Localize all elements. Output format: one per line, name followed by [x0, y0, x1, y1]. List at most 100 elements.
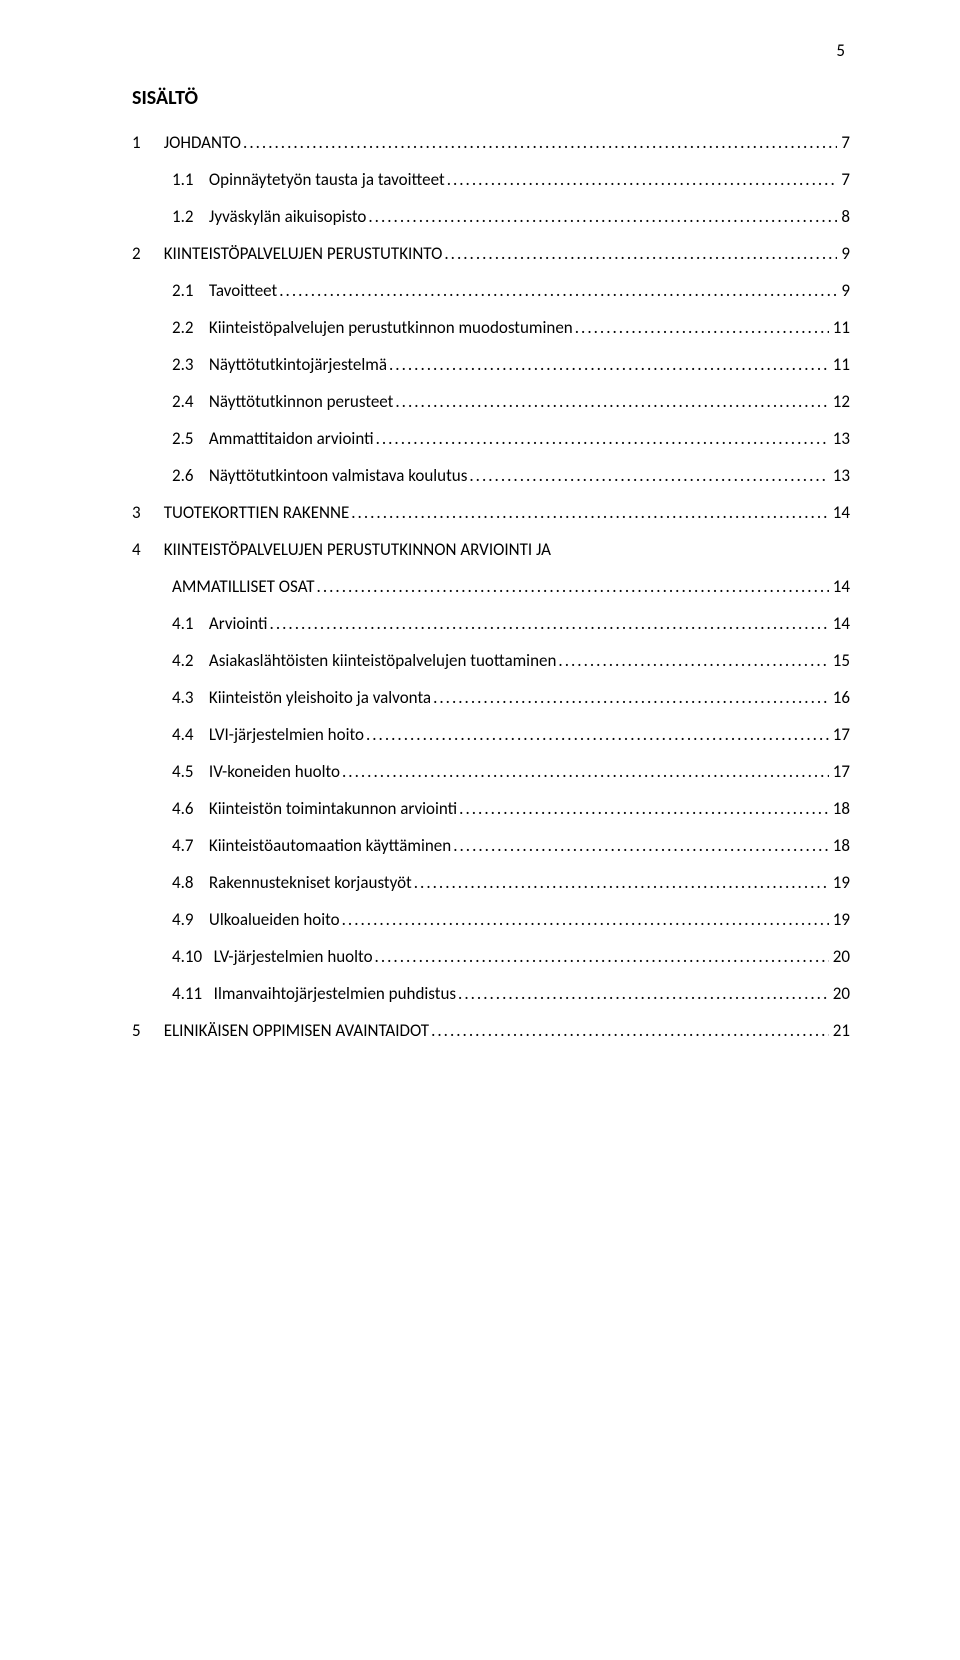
toc-entry: 4.10 LV-järjestelmien huolto............… [132, 948, 850, 965]
toc-entry-label: Kiinteistöpalvelujen perustutkinnon muod… [209, 319, 575, 336]
toc-entry-page: 9 [837, 245, 850, 262]
toc-title: SISÄLTÖ [132, 86, 850, 110]
toc-entry-number: 4.2 [172, 652, 209, 669]
toc-entry-label: ELINIKÄISEN OPPIMISEN AVAINTAIDOT [164, 1022, 431, 1039]
toc-entry-label: Asiakaslähtöisten kiinteistöpalvelujen t… [209, 652, 559, 669]
toc-entry-number: 4.8 [172, 874, 209, 891]
page-number-top: 5 [836, 40, 845, 61]
toc-entry-page: 17 [829, 726, 850, 743]
toc-entry: 2.3 Näyttötutkintojärjestelmä...........… [132, 356, 850, 373]
toc-entry-page: 12 [829, 393, 850, 410]
toc-entry: 2.5 Ammattitaidon arviointi.............… [132, 430, 850, 447]
toc-entry-number: 4.4 [172, 726, 209, 743]
toc-entry: 4.5 IV-koneiden huolto..................… [132, 763, 850, 780]
toc-entry-label: TUOTEKORTTIEN RAKENNE [164, 504, 352, 521]
toc-leader: ........................................… [453, 837, 829, 854]
toc-entry: 4.8 Rakennustekniset korjaustyöt........… [132, 874, 850, 891]
toc-entry: 4.6 Kiinteistön toimintakunnon arviointi… [132, 800, 850, 817]
toc-entry-label: Kiinteistön yleishoito ja valvonta [209, 689, 433, 706]
toc-entry-number: 4.3 [172, 689, 209, 706]
document-page: 5 SISÄLTÖ 1 JOHDANTO....................… [0, 0, 960, 1139]
toc-entry-number: 2.6 [172, 467, 209, 484]
toc-entry-page: 7 [837, 171, 850, 188]
toc-entry-page: 11 [829, 319, 850, 336]
toc-entry: 4.3 Kiinteistön yleishoito ja valvonta..… [132, 689, 850, 706]
toc-leader: ........................................… [375, 948, 829, 965]
toc-leader: ........................................… [279, 282, 837, 299]
toc-leader: ........................................… [270, 615, 829, 632]
toc-entry-label: AMMATILLISET OSAT [172, 578, 317, 595]
toc-entry-page: 15 [829, 652, 850, 669]
toc-entry-label: KIINTEISTÖPALVELUJEN PERUSTUTKINNON ARVI… [164, 541, 553, 558]
toc-entry-label: KIINTEISTÖPALVELUJEN PERUSTUTKINTO [164, 245, 445, 262]
toc-leader: ........................................… [575, 319, 829, 336]
toc-entry-number: 2.3 [172, 356, 209, 373]
toc-leader: ........................................… [317, 578, 829, 595]
toc-leader: ........................................… [469, 467, 828, 484]
toc-entry-page: 13 [829, 430, 850, 447]
toc-entry-label: Opinnäytetyön tausta ja tavoitteet [209, 171, 447, 188]
toc-entry-page: 13 [829, 467, 850, 484]
toc-leader: ........................................… [447, 171, 838, 188]
toc-entry-number: 2.4 [172, 393, 209, 410]
toc-leader: ........................................… [458, 985, 829, 1002]
toc-leader: ........................................… [459, 800, 829, 817]
toc-leader: ........................................… [376, 430, 829, 447]
toc-entry-label: Kiinteistön toimintakunnon arviointi [209, 800, 459, 817]
toc-entry: 2.6 Näyttötutkintoon valmistava koulutus… [132, 467, 850, 484]
toc-entry-page: 11 [829, 356, 850, 373]
toc-list: 1 JOHDANTO..............................… [132, 134, 850, 1039]
toc-entry-label: Rakennustekniset korjaustyöt [209, 874, 414, 891]
toc-entry-page: 9 [837, 282, 850, 299]
toc-entry-number: 1 [132, 134, 164, 151]
toc-entry: 1.1 Opinnäytetyön tausta ja tavoitteet..… [132, 171, 850, 188]
toc-entry-page: 19 [829, 874, 850, 891]
toc-entry-page: 20 [829, 948, 850, 965]
toc-entry-label: Tavoitteet [209, 282, 279, 299]
toc-entry-label: Näyttötutkinnon perusteet [209, 393, 395, 410]
toc-leader: ........................................… [431, 1022, 829, 1039]
toc-entry-number: 5 [132, 1022, 164, 1039]
toc-entry-label: Ulkoalueiden hoito [209, 911, 342, 928]
toc-leader: ........................................… [395, 393, 828, 410]
toc-entry-number: 2.1 [172, 282, 209, 299]
toc-entry-label: Näyttötutkintoon valmistava koulutus [209, 467, 469, 484]
toc-entry-number: 3 [132, 504, 164, 521]
toc-entry: 2.2 Kiinteistöpalvelujen perustutkinnon … [132, 319, 850, 336]
toc-leader: ........................................… [558, 652, 828, 669]
toc-entry-label: Näyttötutkintojärjestelmä [209, 356, 389, 373]
toc-leader: ........................................… [444, 245, 837, 262]
toc-entry: 4.7 Kiinteistöautomaation käyttäminen...… [132, 837, 850, 854]
toc-entry-number: 1.1 [172, 171, 209, 188]
toc-leader: ........................................… [342, 763, 829, 780]
toc-leader: ........................................… [368, 208, 837, 225]
toc-leader: ........................................… [351, 504, 829, 521]
toc-entry-page: 17 [829, 763, 850, 780]
toc-entry: 5 ELINIKÄISEN OPPIMISEN AVAINTAIDOT.....… [132, 1022, 850, 1039]
toc-entry-label: Arviointi [209, 615, 270, 632]
toc-entry: 1.2 Jyväskylän aikuisopisto.............… [132, 208, 850, 225]
toc-entry: 3 TUOTEKORTTIEN RAKENNE.................… [132, 504, 850, 521]
toc-entry-label: Kiinteistöautomaation käyttäminen [209, 837, 453, 854]
toc-entry-number: 2.2 [172, 319, 209, 336]
toc-entry-page: 19 [829, 911, 850, 928]
toc-leader: ........................................… [342, 911, 829, 928]
toc-entry-label: JOHDANTO [164, 134, 243, 151]
toc-entry-page: 14 [829, 615, 850, 632]
toc-entry-page: 18 [829, 800, 850, 817]
toc-entry-page: 14 [829, 578, 850, 595]
toc-entry-label: Ilmanvaihtojärjestelmien puhdistus [214, 985, 458, 1002]
toc-entry-number: 4.5 [172, 763, 209, 780]
toc-entry-page: 8 [837, 208, 850, 225]
toc-entry-number: 4 [132, 541, 164, 558]
toc-entry-label: Ammattitaidon arviointi [209, 430, 376, 447]
toc-entry-number: 4.11 [172, 985, 214, 1002]
toc-entry-number: 4.7 [172, 837, 209, 854]
toc-entry: 4.2 Asiakaslähtöisten kiinteistöpalveluj… [132, 652, 850, 669]
toc-entry: 2.4 Näyttötutkinnon perusteet...........… [132, 393, 850, 410]
toc-entry-number: 1.2 [172, 208, 209, 225]
toc-entry-label: IV-koneiden huolto [209, 763, 342, 780]
toc-entry: 4.11 Ilmanvaihtojärjestelmien puhdistus.… [132, 985, 850, 1002]
toc-entry: 4.9 Ulkoalueiden hoito..................… [132, 911, 850, 928]
toc-leader: ........................................… [243, 134, 837, 151]
